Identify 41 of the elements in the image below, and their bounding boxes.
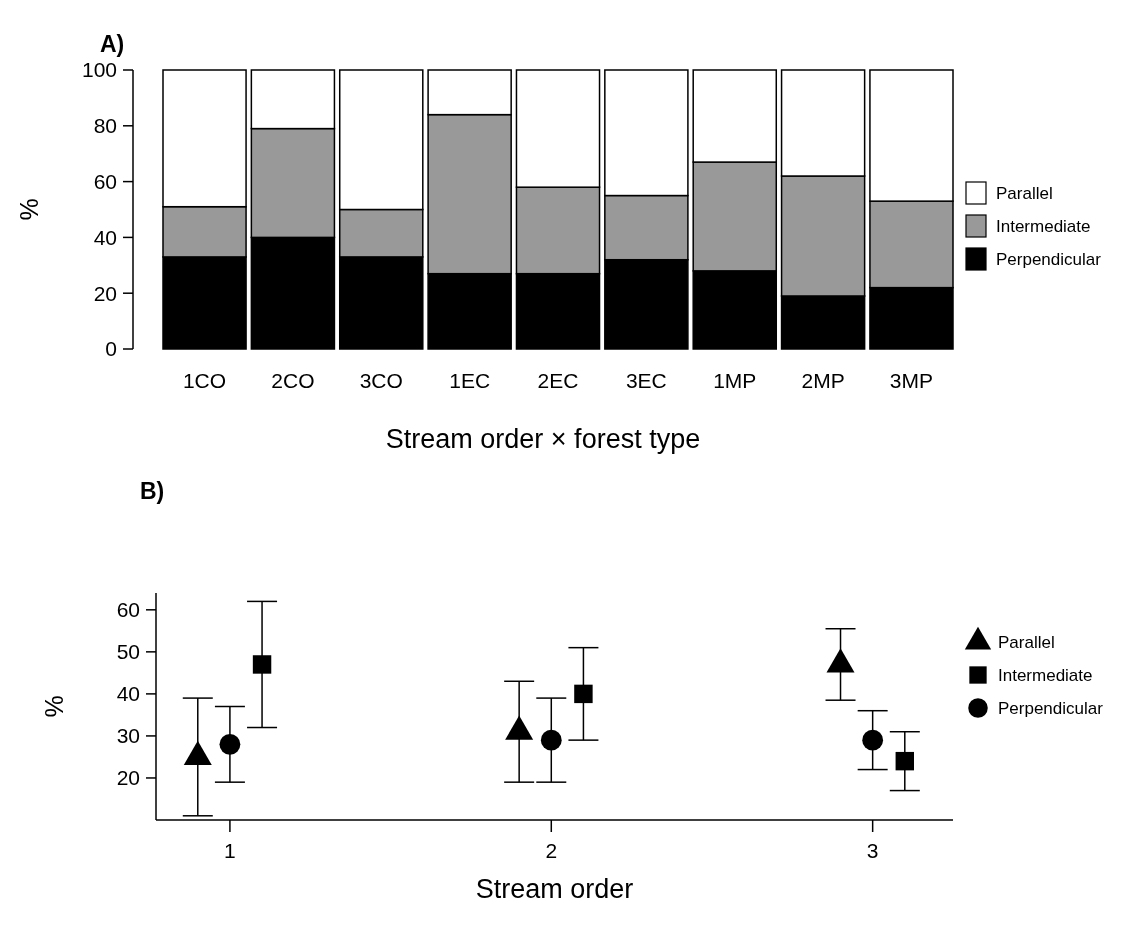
x-tick-label: 3EC — [625, 369, 667, 392]
y-tick-label: 20 — [93, 281, 117, 305]
point — [252, 655, 272, 674]
y-axis-title: % — [15, 198, 43, 221]
y-tick-label: 100 — [81, 58, 117, 82]
x-tick-label: 3MP — [889, 369, 934, 392]
x-tick-label: 1CO — [182, 369, 227, 392]
y-tick-label: 60 — [116, 598, 140, 622]
legend-label: Parallel — [996, 183, 1053, 203]
x-axis-title: Stream order — [475, 874, 634, 904]
point — [862, 729, 884, 751]
x-tick-label: 2MP — [801, 369, 845, 392]
legend-label: Intermediate — [998, 665, 1093, 685]
point — [540, 729, 562, 751]
x-tick-label: 2 — [545, 839, 558, 862]
legend-label: Perpendicular — [998, 698, 1104, 718]
y-tick-label: 0 — [105, 337, 117, 361]
y-axis-title: % — [40, 695, 68, 718]
chart-title: A) — [100, 31, 125, 57]
y-tick-label: 60 — [93, 169, 117, 193]
x-tick-label: 1EC — [449, 369, 491, 392]
legend-label: Parallel — [998, 632, 1055, 652]
y-tick-label: 50 — [116, 640, 140, 664]
point — [574, 684, 593, 704]
point — [895, 751, 915, 771]
y-tick-label: 40 — [116, 682, 140, 706]
x-tick-label: 2EC — [537, 369, 579, 392]
x-tick-label: 1 — [224, 839, 236, 862]
x-tick-label: 3CO — [359, 369, 403, 392]
y-tick-label: 80 — [93, 114, 117, 138]
y-tick-label: 40 — [93, 225, 117, 249]
x-axis-title: Stream order × forest type — [385, 424, 701, 454]
x-tick-label: 3 — [866, 839, 879, 862]
point — [219, 733, 241, 755]
x-tick-label: 2CO — [271, 369, 315, 392]
y-tick-label: 20 — [116, 766, 140, 790]
legend-label: Perpendicular — [996, 249, 1102, 269]
x-tick-label: 1MP — [713, 369, 757, 392]
chart-title: B) — [140, 478, 165, 504]
y-tick-label: 30 — [116, 724, 140, 748]
legend-label: Intermediate — [996, 216, 1091, 236]
